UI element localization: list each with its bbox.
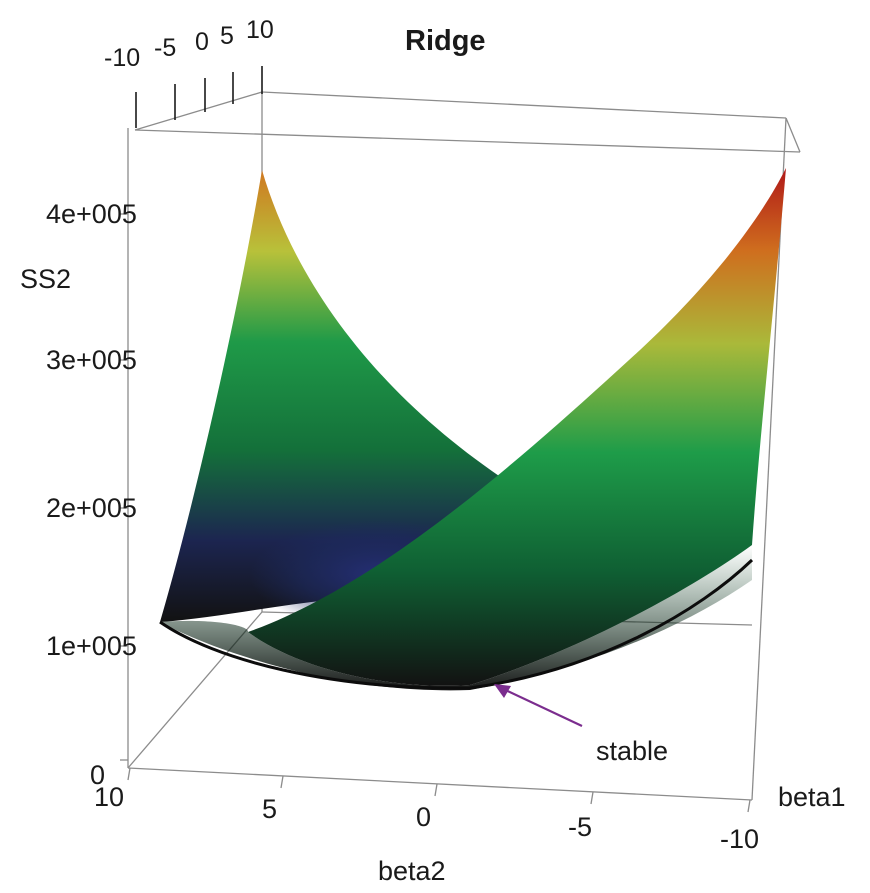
chart-title: Ridge bbox=[405, 25, 486, 57]
x-tick-label: -10 bbox=[720, 824, 759, 854]
surface-right-sheet bbox=[248, 168, 786, 686]
y-tick-label: 0 bbox=[195, 28, 209, 56]
z-tick-label: 1e+005 bbox=[46, 631, 137, 661]
y-tick-label: -5 bbox=[154, 34, 176, 62]
annotation-arrow-shaft bbox=[496, 685, 583, 727]
box-floor-front bbox=[127, 767, 753, 801]
x-tick-mark bbox=[127, 767, 131, 781]
annotation-arrow-head bbox=[494, 684, 511, 698]
x-axis-label: beta2 bbox=[378, 856, 446, 886]
z-tick-label: 3e+005 bbox=[46, 345, 137, 375]
z-tick-label: 2e+005 bbox=[46, 493, 137, 523]
x-tick-label: 0 bbox=[416, 802, 431, 832]
bottom-axis-ticks bbox=[127, 767, 751, 813]
z-axis-ticks bbox=[120, 213, 128, 761]
x-tick-label: 10 bbox=[94, 782, 124, 812]
surface-front-edge bbox=[159, 558, 754, 690]
stable-annotation: stable bbox=[494, 684, 668, 766]
ridge-surface bbox=[159, 168, 786, 691]
x-tick-label: -5 bbox=[568, 812, 592, 842]
y-tick-label: -10 bbox=[104, 44, 140, 72]
box-top-right-edge bbox=[785, 117, 801, 153]
x-tick-label: 5 bbox=[262, 794, 277, 824]
y-tick-label: 10 bbox=[246, 16, 274, 44]
x-tick-mark bbox=[747, 799, 751, 813]
z-tick-label: 4e+005 bbox=[46, 199, 137, 229]
y-tick-label: 5 bbox=[220, 22, 234, 50]
y-axis-label: beta1 bbox=[778, 782, 846, 812]
z-axis-label: SS2 bbox=[20, 264, 71, 294]
x-tick-mark bbox=[280, 775, 284, 789]
annotation-label: stable bbox=[596, 736, 668, 766]
box-top-back-edge bbox=[261, 91, 787, 119]
z-tick-label: 0 bbox=[90, 760, 105, 790]
x-tick-mark bbox=[590, 791, 594, 805]
surface-valley-underside bbox=[160, 545, 752, 691]
x-tick-mark bbox=[434, 783, 438, 797]
surface-left-sheet bbox=[160, 170, 545, 622]
box-top-front-edge bbox=[134, 129, 801, 153]
top-axis-ticks bbox=[135, 66, 263, 128]
box-top-left-edge bbox=[134, 91, 263, 131]
